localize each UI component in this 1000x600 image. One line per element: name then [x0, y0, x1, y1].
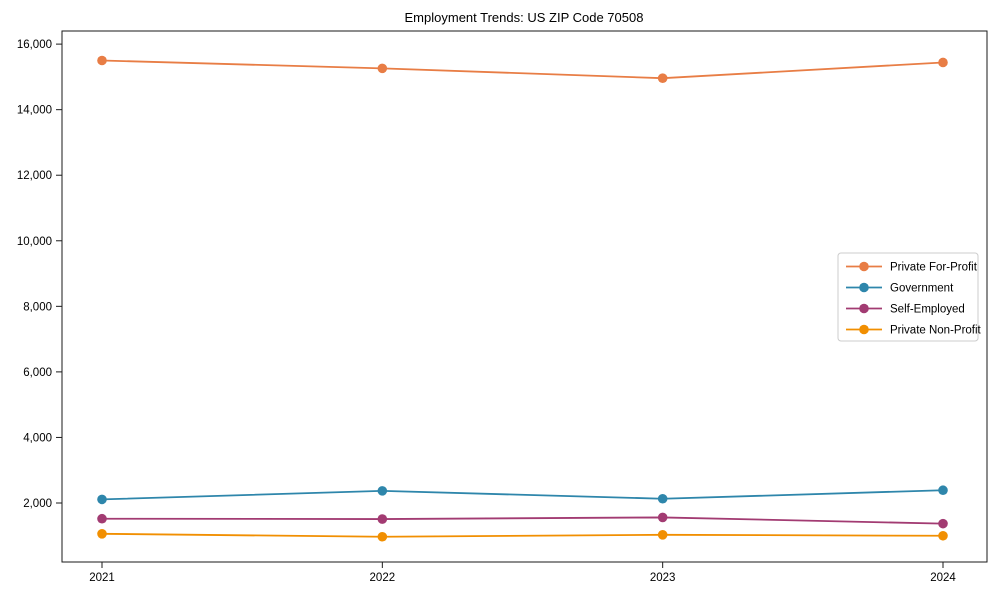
data-point-private-non-profit-2024	[938, 530, 948, 541]
series-line-private-non-profit	[101, 532, 944, 538]
y-axis-tick-label: 4,000	[23, 432, 52, 444]
y-axis-tick-label: 6,000	[23, 367, 52, 379]
chart-title: Employment Trends: US ZIP Code 70508	[405, 10, 644, 25]
legend-item-self-employed: Self-Employed	[846, 304, 965, 316]
x-axis-tick-label: 2022	[370, 572, 396, 584]
series-line-government	[101, 489, 944, 501]
data-point-private-non-profit-2023	[657, 529, 668, 540]
data-point-government-2024	[938, 485, 948, 496]
y-axis-tick-label: 8,000	[23, 301, 52, 313]
legend-label: Private Non-Profit	[890, 325, 982, 337]
legend-label: Private For-Profit	[890, 262, 978, 274]
legend-marker	[859, 324, 869, 335]
legend-label: Self-Employed	[890, 304, 965, 316]
legend-marker	[859, 282, 869, 293]
legend-item-private-non-profit: Private Non-Profit	[846, 325, 982, 337]
legend-box	[837, 252, 979, 342]
legend-label: Government	[890, 283, 954, 295]
series-self-employed	[97, 512, 948, 529]
data-point-private-non-profit-2021	[97, 529, 107, 539]
plot-border	[61, 30, 988, 563]
y-axis-tick-label: 14,000	[17, 105, 52, 117]
y-axis-tick-label: 2,000	[23, 498, 52, 510]
x-axis-tick-label: 2024	[930, 572, 956, 584]
data-point-government-2022	[377, 486, 388, 496]
y-axis-tick-label: 10,000	[17, 236, 52, 248]
data-point-government-2021	[97, 494, 107, 505]
x-axis-tick-label: 2023	[650, 572, 676, 584]
legend-marker	[859, 261, 869, 272]
x-axis-tick-label: 2021	[89, 572, 115, 584]
series-private-for-profit	[97, 55, 948, 83]
legend-item-government: Government	[846, 283, 954, 295]
data-point-private-non-profit-2022	[377, 531, 388, 542]
y-axis-tick-label: 16,000	[17, 39, 52, 51]
data-point-private-for-profit-2022	[377, 63, 388, 74]
series-private-non-profit	[97, 529, 948, 542]
data-point-self-employed-2022	[377, 514, 388, 524]
data-point-government-2023	[657, 493, 668, 504]
plot-area: 2,000 4,000 6,000 8,000 10,000 12,000 14,000 16…	[17, 30, 988, 584]
data-point-self-employed-2021	[97, 513, 107, 524]
data-point-private-for-profit-2024	[938, 57, 948, 68]
series-government	[97, 485, 948, 505]
legend: Private For-Profit Government Self-Employe…	[837, 252, 982, 342]
data-point-private-for-profit-2021	[97, 55, 107, 66]
series-line-private-for-profit	[101, 59, 944, 80]
data-point-private-for-profit-2023	[657, 73, 668, 83]
legend-marker	[859, 303, 869, 314]
series-line-self-employed	[101, 516, 944, 525]
data-point-self-employed-2024	[938, 518, 948, 529]
y-axis-tick-label: 12,000	[17, 170, 52, 182]
data-point-self-employed-2023	[657, 512, 668, 523]
series-layer	[97, 55, 948, 542]
legend-item-private-for-profit: Private For-Profit	[846, 262, 978, 274]
